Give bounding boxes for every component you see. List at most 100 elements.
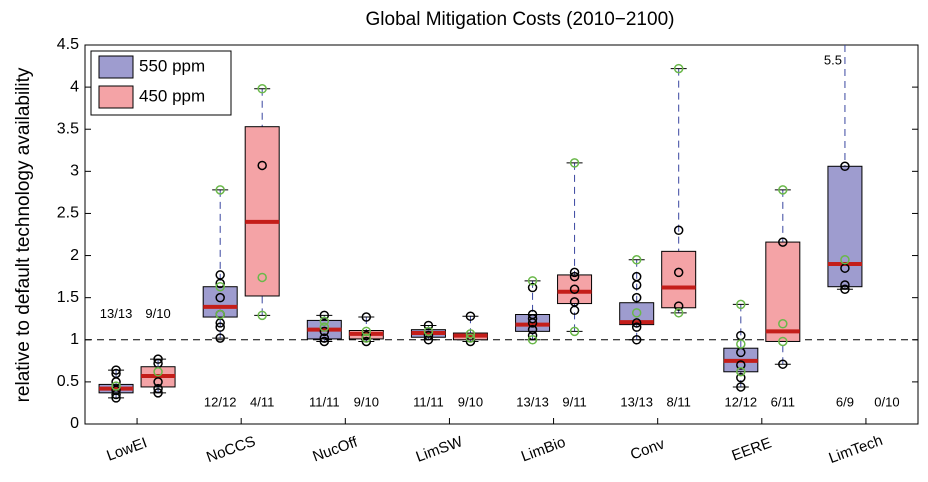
count-label: 9/10 xyxy=(458,394,483,409)
highlight-point xyxy=(631,308,642,318)
highlight-point xyxy=(361,326,372,337)
model-point xyxy=(319,336,330,347)
model-point xyxy=(111,368,121,379)
y-tick-label: 1.5 xyxy=(57,289,79,306)
model-point xyxy=(631,271,642,282)
count-label: 6/11 xyxy=(771,394,795,409)
box xyxy=(619,302,655,326)
model-point xyxy=(527,282,538,293)
highlight-point xyxy=(257,272,267,283)
highlight-point xyxy=(257,84,267,94)
x-tick-label: NucOff xyxy=(310,433,360,465)
highlight-point xyxy=(569,158,580,168)
highlight-point xyxy=(361,333,372,343)
count-label: 0/10 xyxy=(874,394,899,409)
count-label: 6/9 xyxy=(836,394,854,409)
model-point xyxy=(569,297,580,307)
y-tick-label: 4 xyxy=(70,78,79,95)
whisker-label: 5.5 xyxy=(824,52,842,67)
model-point xyxy=(569,271,580,282)
model-point xyxy=(527,313,538,324)
count-label: 12/12 xyxy=(204,394,237,409)
model-point xyxy=(361,312,372,322)
model-point xyxy=(361,336,372,347)
box xyxy=(244,126,280,297)
chart-title: Global Mitigation Costs (2010−2100) xyxy=(366,9,675,30)
highlight-point xyxy=(153,367,163,377)
legend-swatch xyxy=(98,85,134,109)
highlight-point xyxy=(778,336,788,347)
x-tick-label: Conv xyxy=(628,435,667,463)
count-label: 12/12 xyxy=(725,394,758,409)
highlight-point xyxy=(319,316,330,326)
count-label: 8/11 xyxy=(667,394,691,409)
model-point xyxy=(736,382,746,392)
highlight-point xyxy=(778,185,788,195)
x-tick-label: EERE xyxy=(730,435,774,465)
y-tick-label: 3.5 xyxy=(57,120,79,137)
model-point xyxy=(778,359,788,369)
y-tick-label: 3 xyxy=(70,163,79,180)
model-point xyxy=(840,280,850,290)
model-point xyxy=(527,309,538,320)
model-point xyxy=(215,333,225,343)
count-label: 4/11 xyxy=(250,394,274,409)
model-point xyxy=(423,320,434,331)
count-label: 11/11 xyxy=(309,394,340,409)
model-point xyxy=(840,161,850,172)
count-label: 13/13 xyxy=(620,394,653,409)
y-axis-label: relative to default technology availabil… xyxy=(13,67,34,402)
highlight-point xyxy=(673,63,684,74)
model-point xyxy=(631,335,642,345)
count-label: 9/10 xyxy=(354,394,379,409)
model-point xyxy=(319,310,330,321)
model-point xyxy=(319,326,330,337)
count-label: 13/13 xyxy=(516,394,549,409)
highlight-point xyxy=(778,319,788,329)
legend-label: 450 ppm xyxy=(139,86,205,105)
count-label: 9/10 xyxy=(145,306,170,321)
highlight-point xyxy=(465,329,476,339)
y-tick-label: 4.5 xyxy=(57,36,79,53)
y-tick-label: 0.5 xyxy=(57,373,79,390)
highlight-point xyxy=(257,310,267,321)
count-label: 9/11 xyxy=(562,394,586,409)
y-tick-label: 2 xyxy=(70,247,79,264)
model-point xyxy=(215,322,225,332)
highlight-point xyxy=(423,326,434,337)
model-point xyxy=(673,301,684,311)
model-point xyxy=(631,318,642,328)
highlight-point xyxy=(527,335,538,345)
model-point xyxy=(673,225,684,236)
model-point xyxy=(423,330,434,341)
x-tick-label: NoCCS xyxy=(204,433,258,466)
model-point xyxy=(215,270,225,280)
legend-swatch xyxy=(98,55,134,79)
highlight-point xyxy=(631,255,642,265)
highlight-point xyxy=(569,326,580,337)
highlight-point xyxy=(215,281,225,292)
x-tick-label: LimTech xyxy=(827,432,885,467)
model-point xyxy=(153,354,163,364)
model-point xyxy=(153,388,163,398)
model-point xyxy=(840,284,850,294)
model-point xyxy=(527,330,538,341)
highlight-point xyxy=(319,322,330,332)
x-tick-label: LimBio xyxy=(519,434,568,466)
model-point xyxy=(736,372,746,383)
x-tick-label: LimSW xyxy=(414,433,466,466)
count-label: 11/11 xyxy=(413,394,444,409)
model-point xyxy=(631,322,642,332)
highlight-point xyxy=(673,308,684,318)
plot-frame xyxy=(84,44,919,425)
model-point xyxy=(153,377,163,387)
model-point xyxy=(319,333,330,343)
highlight-point xyxy=(840,255,850,265)
count-label: 13/13 xyxy=(100,306,133,321)
model-point xyxy=(569,284,580,294)
model-point xyxy=(569,267,580,278)
highlight-point xyxy=(527,276,538,286)
model-point xyxy=(631,292,642,303)
model-point xyxy=(111,365,121,375)
